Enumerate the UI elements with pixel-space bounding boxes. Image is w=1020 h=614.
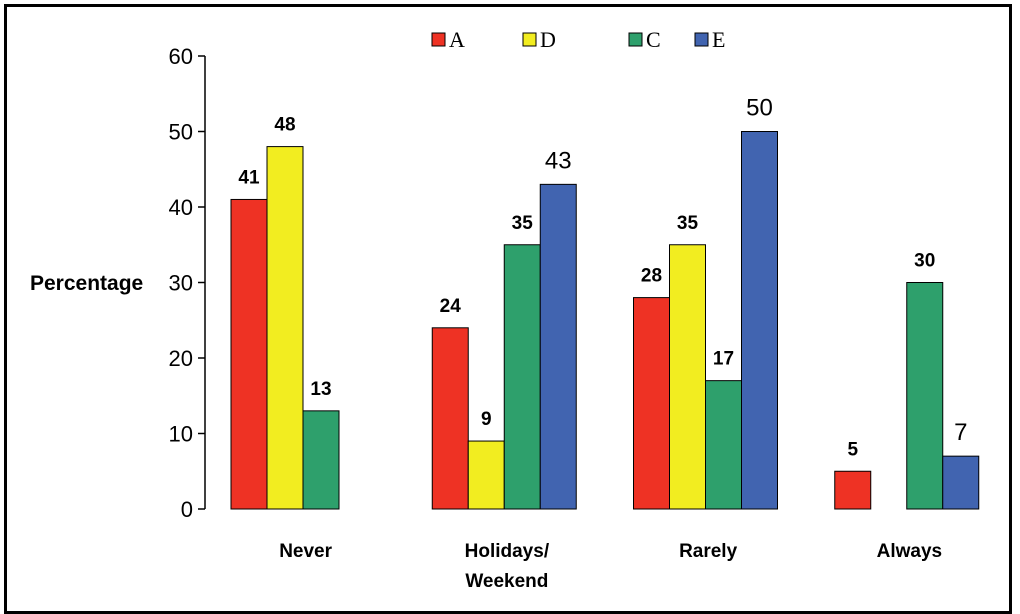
bar-c-3 [906,282,944,510]
data-label: 17 [713,349,734,370]
y-tick-label: 40 [169,195,193,220]
bar-e-3 [942,455,980,510]
y-tick-label: 20 [169,346,193,371]
legend-label: E [712,27,725,52]
y-tick-label: 10 [169,422,193,447]
bar-c-1 [503,244,541,510]
data-label: 41 [238,167,260,188]
category-label-line: Holidays/ [465,541,550,562]
data-label: 28 [641,266,662,287]
legend-label: C [646,27,661,52]
bars [230,131,980,510]
y-tick-label: 50 [169,120,193,145]
bar-a-2 [633,297,670,510]
category-label: Never [279,541,332,562]
y-axis-label: Percentage [30,272,143,295]
data-label: 48 [274,115,295,136]
category-label: Always [877,541,942,562]
data-labels: 41 48 13 24 9 35 43 28 35 17 50 5 30 7 [238,95,967,461]
bar-c-0 [302,410,340,510]
data-label: 13 [310,379,331,400]
x-axis-categories: Never Holidays/Weekend Rarely Always [279,541,942,592]
bar-a-3 [834,470,872,510]
category-label: Holidays/Weekend [465,541,550,592]
legend-label: A [449,27,465,52]
y-tick-label: 60 [169,44,193,69]
data-label: 9 [481,409,492,430]
legend-label: D [540,27,556,52]
data-label: 7 [954,419,967,446]
y-tick-label: 0 [181,497,193,522]
y-axis: 0 10 20 30 40 50 60 [169,44,206,522]
bar-d-0 [266,146,304,510]
bar-c-2 [705,380,742,510]
legend-swatch-c [628,32,643,47]
bar-e-1 [539,183,577,510]
bar-e-2 [741,131,778,510]
bar-a-0 [230,198,268,510]
data-label: 43 [545,147,572,174]
category-label-line: Rarely [679,541,738,562]
bar-d-1 [467,440,505,510]
category-label-line: Never [279,541,332,562]
data-label: 35 [512,213,534,234]
category-label-line: Always [877,541,942,562]
legend-swatch-e [694,32,709,47]
data-label: 35 [677,213,699,234]
category-label: Rarely [679,541,738,562]
data-label: 24 [440,296,462,317]
bar-d-2 [669,244,706,510]
legend-swatch-a [431,32,446,47]
category-label-line: Weekend [465,571,548,592]
bar-a-1 [431,327,469,510]
y-tick-label: 30 [169,271,193,296]
data-label: 30 [914,251,935,272]
data-label: 50 [746,95,773,122]
data-label: 5 [847,439,858,460]
legend-swatch-d [522,32,537,47]
